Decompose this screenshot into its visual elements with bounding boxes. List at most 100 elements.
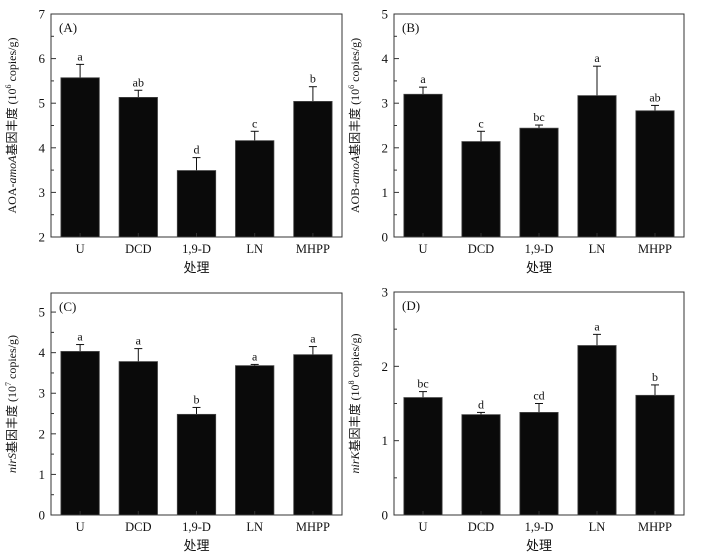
bar-U [403, 397, 443, 516]
significance-label: cd [533, 389, 544, 403]
bar-DCD [118, 97, 158, 238]
bar-DCD [118, 361, 158, 516]
x-tick-label: LN [589, 242, 606, 256]
significance-label: bc [533, 110, 544, 124]
significance-label: bc [417, 377, 428, 391]
y-axis-label: AOA-amoA基因丰度 (106 copies/g) [4, 38, 19, 214]
y-tick-label: 3 [382, 96, 389, 111]
significance-label: d [478, 397, 484, 411]
y-label-unit: 基因丰度 (10 [4, 89, 19, 156]
significance-label: ab [133, 75, 144, 89]
panel-label: (A) [59, 20, 77, 35]
x-tick-label: DCD [468, 242, 494, 256]
bar-1,9-D [176, 170, 217, 238]
y-tick-label: 4 [39, 140, 46, 155]
y-tick-label: 1 [39, 467, 46, 482]
y-tick-label: 2 [39, 230, 46, 245]
y-tick-label: 2 [382, 140, 389, 155]
significance-label: a [136, 334, 142, 348]
significance-label: a [420, 72, 426, 86]
y-label-unit: 基因丰度 (10 [4, 386, 19, 453]
y-axis-label: AOB-amoA基因丰度 (106 copies/g) [347, 38, 362, 213]
y-axis-label: nirS基因丰度 (107 copies/g) [4, 335, 19, 473]
panel-label: (D) [402, 298, 420, 313]
x-tick-label: 1,9-D [525, 520, 554, 534]
y-label-exponent: 6 [4, 85, 13, 89]
bar-U [60, 351, 100, 516]
x-tick-label: DCD [125, 242, 151, 256]
bar-1,9-D [519, 127, 559, 238]
bar-DCD [461, 414, 501, 516]
x-tick-label: U [76, 242, 85, 256]
bar-MHPP [293, 354, 333, 516]
x-tick-label: MHPP [638, 520, 672, 534]
y-label-suffix: copies/g) [5, 38, 19, 85]
y-label-suffix: copies/g) [348, 333, 362, 380]
x-tick-label: LN [589, 520, 606, 534]
significance-label: d [194, 143, 200, 157]
y-label-gene: nirK [348, 451, 362, 474]
x-tick-label: MHPP [638, 242, 672, 256]
x-axis-label: 处理 [183, 538, 209, 553]
panel-label: (C) [59, 299, 76, 314]
y-label-suffix: copies/g) [5, 335, 19, 382]
y-label-gene: nirS [5, 453, 19, 473]
x-tick-label: MHPP [296, 242, 330, 256]
significance-label: b [310, 72, 316, 86]
y-label-suffix: copies/g) [348, 38, 362, 85]
significance-label: b [652, 370, 658, 384]
y-label-unit: 基因丰度 (10 [347, 384, 362, 451]
y-tick-label: 0 [382, 508, 389, 523]
bar-1,9-D [519, 412, 559, 516]
x-tick-label: U [76, 520, 85, 534]
bar-LN [235, 140, 275, 238]
significance-label: c [478, 116, 483, 130]
y-label-gene: amoA [5, 155, 19, 184]
y-label-prefix: AOB- [348, 184, 362, 213]
significance-label: a [77, 49, 83, 63]
y-tick-label: 3 [382, 285, 389, 300]
y-tick-label: 0 [39, 508, 46, 523]
chart-panel-d: 0 1 2 3 (D) bc Ud DCD cd 1,9-D a LN b MHPP 处理 nirK基因丰度 … [347, 285, 685, 553]
bar-MHPP [635, 110, 675, 238]
y-tick-label: 5 [39, 305, 46, 320]
x-tick-label: U [418, 520, 427, 534]
y-tick-label: 1 [382, 433, 389, 448]
chart-panel-c: 0 1 2 3 4 5 (C) a Ua DCD b 1,9-D a LN a MHPP 处理 nirS基因丰度 … [4, 292, 343, 553]
chart-panel-b: 0 1 2 3 4 5 (B) a Uc DCD bc 1,9-D a LN ab MHPP 处理 AOB-amo… [347, 7, 685, 275]
significance-label: a [77, 330, 83, 344]
panel-label: (B) [402, 20, 419, 35]
y-tick-label: 2 [382, 359, 389, 374]
bar-MHPP [635, 394, 675, 516]
significance-label: a [252, 349, 258, 363]
chart-panel-a: 2 3 4 5 6 7 (A)a Uab DCD d 1,9-D c LN b MHPP 处理 AOA-amoA… [4, 7, 343, 275]
y-axis-label: nirK基因丰度 (108 copies/g) [347, 333, 362, 473]
x-tick-label: 1,9-D [525, 242, 554, 256]
significance-label: a [310, 332, 316, 346]
x-tick-label: 1,9-D [182, 520, 211, 534]
significance-label: c [252, 116, 257, 130]
y-tick-label: 3 [39, 386, 46, 401]
y-label-unit: 基因丰度 (10 [347, 89, 362, 156]
x-tick-label: DCD [125, 520, 151, 534]
y-tick-label: 3 [39, 185, 46, 200]
significance-label: a [594, 319, 600, 333]
x-tick-label: DCD [468, 520, 494, 534]
y-tick-label: 0 [382, 230, 389, 245]
bar-1,9-D [176, 413, 217, 516]
significance-label: b [194, 392, 200, 406]
y-label-exponent: 7 [4, 382, 13, 386]
bar-LN [577, 345, 617, 516]
y-tick-label: 6 [39, 51, 46, 66]
y-tick-label: 4 [382, 51, 389, 66]
bar-DCD [461, 141, 501, 238]
x-tick-label: LN [246, 242, 263, 256]
x-tick-label: 1,9-D [182, 242, 211, 256]
bar-U [403, 93, 443, 238]
x-tick-label: MHPP [296, 520, 330, 534]
x-axis-label: 处理 [526, 260, 552, 275]
bar-U [60, 77, 100, 238]
y-label-prefix: AOA- [5, 184, 19, 214]
y-tick-label: 1 [382, 185, 389, 200]
y-label-gene: amoA [348, 155, 362, 184]
